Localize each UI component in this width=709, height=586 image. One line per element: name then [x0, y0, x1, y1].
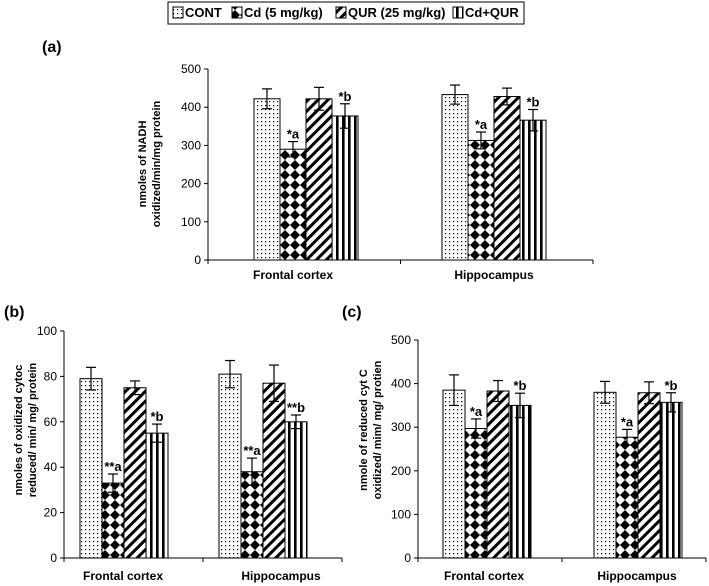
panel-c-ytick-label: 200	[391, 464, 411, 478]
panel-c-bar-frontal-cortex-cdqur	[508, 404, 532, 559]
panel-a-bar-hippocampus-cdqur	[519, 119, 547, 261]
panel-a-ytick-label: 400	[181, 100, 201, 114]
panel-a-ylabel-line2: oxidized/min/mg protein	[151, 100, 163, 227]
panel-a-ytick-label: 300	[181, 138, 201, 152]
legend-swatch-cdqur	[452, 6, 464, 19]
legend-swatch-cont	[172, 6, 184, 19]
panel-b-bar-hippocampus-cont	[218, 373, 242, 559]
panel-c-bar-hippocampus-qur	[637, 392, 661, 559]
panel-a-category-frontal-cortex: Frontal cortex	[253, 268, 333, 282]
panel-c-category-hippocampus: Hippocampus	[597, 569, 677, 583]
panel-a-bar-hippocampus-cont	[441, 94, 469, 261]
panel-c-sig-label-frontal-cortex-cdqur: *b	[514, 378, 527, 393]
panel-a-bar-frontal-cortex-cd	[279, 148, 307, 261]
panel-a-sig-label-frontal-cortex-cd: *a	[287, 127, 300, 142]
panel-a-label: (a)	[42, 39, 62, 56]
legend-item-cont: CONT	[172, 5, 222, 20]
panel-a-sig-label-frontal-cortex-cdqur: *b	[339, 89, 352, 104]
panel-b-ytick-label: 80	[44, 369, 58, 383]
panel-c-bar-hippocampus-cont	[593, 391, 617, 559]
legend-item-cdqur: Cd+QUR	[452, 5, 519, 20]
panel-c-ytick-label: 400	[391, 377, 411, 391]
panel-b-ytick-label: 100	[37, 324, 57, 338]
panel-c-sig-label-frontal-cortex-cd: *a	[470, 404, 483, 419]
legend: CONT Cd (5 mg/kg) QUR (25 mg/kg) Cd+QUR	[167, 1, 525, 25]
panel-b-ytick-label: 60	[44, 415, 58, 429]
panel-b-ylabel-line1: nmoles of oxidized cytoc	[13, 365, 25, 496]
legend-label-cont: CONT	[185, 5, 222, 20]
panel-a-ytick-label: 500	[181, 62, 201, 76]
panel-c-bar-frontal-cortex-qur	[486, 390, 510, 559]
legend-label-cd: Cd (5 mg/kg)	[244, 5, 323, 20]
legend-item-qur: QUR (25 mg/kg)	[335, 5, 446, 20]
panel-b-ylabel-line2: reduced/ min/ mg/ protein	[27, 362, 39, 497]
panel-c-bar-hippocampus-cd	[615, 436, 639, 559]
panel-b-bar-frontal-cortex-qur	[123, 387, 147, 559]
panel-b-sig-label-frontal-cortex-cd: **a	[104, 459, 122, 474]
panel-a-sig-label-hippocampus-cdqur: *b	[527, 94, 540, 109]
panel-b-ytick-label: 40	[44, 460, 58, 474]
panel-c-sig-label-hippocampus-cdqur: *b	[665, 378, 678, 393]
panel-b-ytick-label: 20	[44, 506, 58, 520]
panel-b-category-hippocampus: Hippocampus	[241, 569, 321, 583]
panel-b: (b) nmoles of oxidized cytoc reduced/ mi…	[4, 304, 343, 583]
panel-a-bar-hippocampus-cd	[467, 139, 495, 261]
panel-b-sig-label-hippocampus-cdqur: **b	[287, 400, 305, 415]
panel-a-bar-frontal-cortex-qur	[305, 98, 333, 261]
panel-c-category-frontal-cortex: Frontal cortex	[444, 569, 524, 583]
panel-b-bar-hippocampus-cdqur	[284, 421, 308, 559]
panel-b-sig-label-frontal-cortex-cdqur: *b	[151, 409, 164, 424]
legend-swatch-cd	[231, 6, 243, 19]
panel-a-ytick-label: 0	[194, 253, 201, 267]
legend-item-cd: Cd (5 mg/kg)	[231, 5, 323, 20]
panel-a-sig-label-hippocampus-cd: *a	[475, 117, 488, 132]
panel-b-ytick-label: 0	[50, 551, 57, 565]
panel-c-ylabel-line1: nmole of reduced cyt C	[358, 369, 370, 491]
panel-b-bar-hippocampus-qur	[262, 382, 286, 559]
panel-b-bar-frontal-cortex-cdqur	[145, 432, 169, 559]
panel-b-bar-frontal-cortex-cd	[101, 482, 125, 559]
panel-c-sig-label-hippocampus-cd: *a	[621, 414, 634, 429]
panel-b-category-frontal-cortex: Frontal cortex	[83, 569, 163, 583]
panel-a-ytick-label: 100	[181, 215, 201, 229]
panel-a-category-hippocampus: Hippocampus	[454, 268, 534, 282]
panel-c-bar-hippocampus-cdqur	[659, 401, 683, 559]
legend-label-cdqur: Cd+QUR	[465, 5, 519, 20]
panel-c-label: (c)	[342, 304, 362, 321]
panel-c-bar-frontal-cortex-cd	[464, 428, 488, 559]
panel-b-bar-frontal-cortex-cont	[79, 378, 103, 559]
panel-c-ytick-label: 100	[391, 507, 411, 521]
panel-c-ytick-label: 0	[404, 551, 411, 565]
panel-c-ylabel-line2: oxidized/ mim/ mg/ protien	[372, 360, 384, 499]
panel-a-bar-hippocampus-qur	[493, 96, 521, 261]
panel-a-ylabel-line1: nmoles of NADH	[137, 121, 149, 208]
panel-a-ytick-label: 200	[181, 177, 201, 191]
panel-c-ytick-label: 500	[391, 333, 411, 347]
legend-swatch-qur	[335, 6, 347, 19]
panel-c-ytick-label: 300	[391, 420, 411, 434]
panel-b-label: (b)	[4, 304, 24, 321]
panel-b-sig-label-hippocampus-cd: **a	[243, 443, 261, 458]
panel-a-bar-frontal-cortex-cont	[253, 98, 281, 261]
legend-label-qur: QUR (25 mg/kg)	[348, 5, 446, 20]
panel-c: (c) nmole of reduced cyt C oxidized/ mim…	[342, 304, 707, 583]
panel-c-bar-frontal-cortex-cont	[442, 389, 466, 559]
panel-a: (a) nmoles of NADH oxidized/min/mg prote…	[42, 39, 594, 282]
panel-a-bar-frontal-cortex-cdqur	[331, 115, 359, 261]
